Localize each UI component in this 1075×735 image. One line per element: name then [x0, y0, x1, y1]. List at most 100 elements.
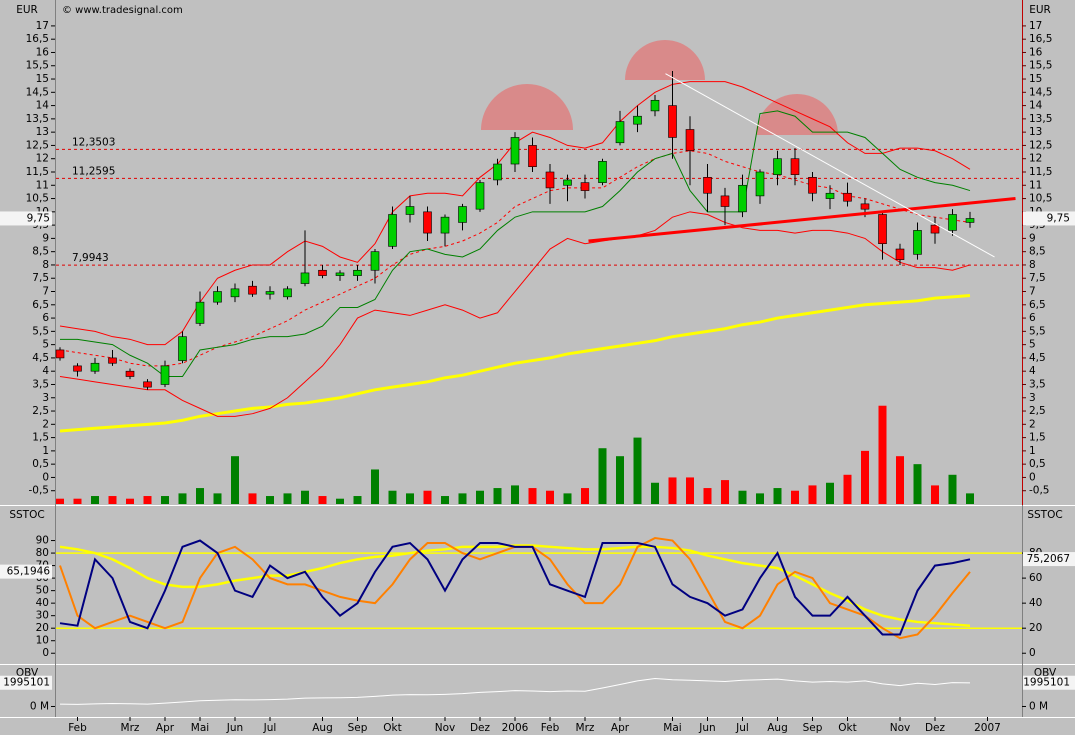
value-marker [0, 564, 52, 579]
y-tick-label: 12 [1029, 153, 1042, 165]
y-tick-label: 10,5 [26, 193, 49, 205]
y-tick-label: 5,5 [32, 325, 49, 337]
y-tick-label: 11,5 [1029, 166, 1052, 178]
x-tick-label: Aug [767, 722, 788, 734]
y-tick-label: 50 [36, 585, 49, 597]
volume-bar [773, 488, 782, 504]
y-tick-label: 0 [42, 647, 49, 659]
candle-body [318, 269, 327, 276]
candle-body [878, 214, 887, 245]
y-tick-label: 14 [36, 100, 50, 112]
y-tick-label: 8 [1029, 259, 1036, 271]
candle-body [195, 301, 205, 324]
candle-body [125, 370, 135, 377]
volume-bar [756, 493, 764, 504]
y-tick-label: 11 [1029, 179, 1042, 191]
y-tick-label: 1 [42, 445, 49, 457]
y-tick-label: 3 [1029, 392, 1036, 404]
value-marker [0, 675, 52, 690]
y-tick-label: 80 [36, 547, 49, 559]
candle-body [55, 349, 65, 359]
y-tick-label: 5 [42, 339, 49, 351]
volume-bar [581, 488, 589, 504]
candle-body [773, 158, 782, 175]
y-tick-label: 7,5 [1029, 272, 1046, 284]
top-dome [625, 40, 705, 80]
volume-bar [913, 464, 922, 504]
candle-body [493, 163, 502, 181]
y-tick-label: 2,5 [32, 405, 49, 417]
copyright: © www.tradesignal.com [62, 5, 183, 16]
series-line [59, 539, 971, 636]
y-tick-label: 0,5 [1029, 458, 1046, 470]
level-label: 12,3503 [72, 136, 115, 148]
y-tick-label: 7,5 [32, 272, 49, 284]
volume-bar [178, 493, 187, 504]
candle-body [388, 214, 397, 247]
x-tick-label: Jun [698, 722, 715, 734]
y-tick-label: 4 [42, 365, 49, 377]
y-tick-label: 40 [36, 597, 49, 609]
volume-bar [738, 490, 747, 504]
axis-label: SSTOC [1027, 509, 1062, 521]
y-tick-label: 1,5 [32, 432, 49, 444]
y-tick-label: 4,5 [32, 352, 49, 364]
candle-body [755, 171, 765, 197]
volume-bar [966, 493, 974, 504]
x-tick-label: 2006 [502, 722, 529, 734]
volume-bar [703, 488, 712, 504]
candle-body [528, 145, 537, 167]
volume-bar [878, 405, 887, 504]
x-tick-label: Aug [312, 722, 333, 734]
x-tick-label: 2007 [974, 722, 1001, 734]
volume-bar [231, 456, 239, 504]
level-label: 7,9943 [72, 252, 109, 264]
y-tick-label: 16 [1029, 46, 1043, 58]
volume-bar [721, 480, 729, 504]
y-tick-label: 13 [36, 126, 49, 138]
indicator-line [59, 294, 971, 433]
value-marker-label: 1995101 [1023, 677, 1070, 689]
volume-bar [336, 498, 344, 504]
x-tick-label: Okt [383, 722, 401, 734]
candle-body [440, 216, 450, 234]
volume-bar [598, 448, 607, 504]
volume-bar [896, 456, 904, 504]
volume-bar [126, 498, 134, 504]
x-tick-label: Mrz [576, 722, 595, 734]
candle-body [738, 184, 747, 213]
y-tick-label: 12,5 [1029, 139, 1052, 151]
candle-body [650, 99, 660, 112]
volume-bar [861, 450, 869, 504]
volume-bar [143, 496, 152, 504]
axis-label: EUR [1029, 4, 1051, 16]
y-tick-label: 3,5 [32, 378, 49, 390]
y-tick-label: 8 [42, 259, 49, 271]
axis-label: EUR [16, 4, 38, 16]
level-label: 11,2595 [72, 165, 115, 177]
top-dome [756, 94, 838, 135]
candle-body [598, 161, 607, 183]
candle-body [90, 362, 100, 372]
y-tick-label: 14,5 [26, 86, 49, 98]
volume-bar [318, 496, 327, 504]
x-tick-label: Mrz [121, 722, 140, 734]
y-tick-label: 4,5 [1029, 352, 1046, 364]
y-tick-label: 9 [1029, 232, 1036, 244]
volume-bar [668, 477, 677, 504]
candle-body [370, 251, 380, 271]
value-marker-label: 1995101 [3, 677, 50, 689]
volume-bar [546, 490, 554, 504]
y-tick-label: 6,5 [32, 299, 49, 311]
volume-bar [388, 490, 397, 504]
value-marker-label: 65,1946 [7, 566, 51, 578]
y-tick-label: 4 [1029, 365, 1036, 377]
volume-bar [633, 437, 642, 504]
candle-body [580, 182, 590, 191]
y-tick-label: 6 [42, 312, 49, 324]
x-tick-label: Okt [838, 722, 856, 734]
volume-bar [73, 498, 82, 504]
y-tick-label: 0 M [30, 700, 49, 712]
value-marker-label: 75,2067 [1027, 553, 1070, 565]
candle-body [563, 179, 572, 186]
